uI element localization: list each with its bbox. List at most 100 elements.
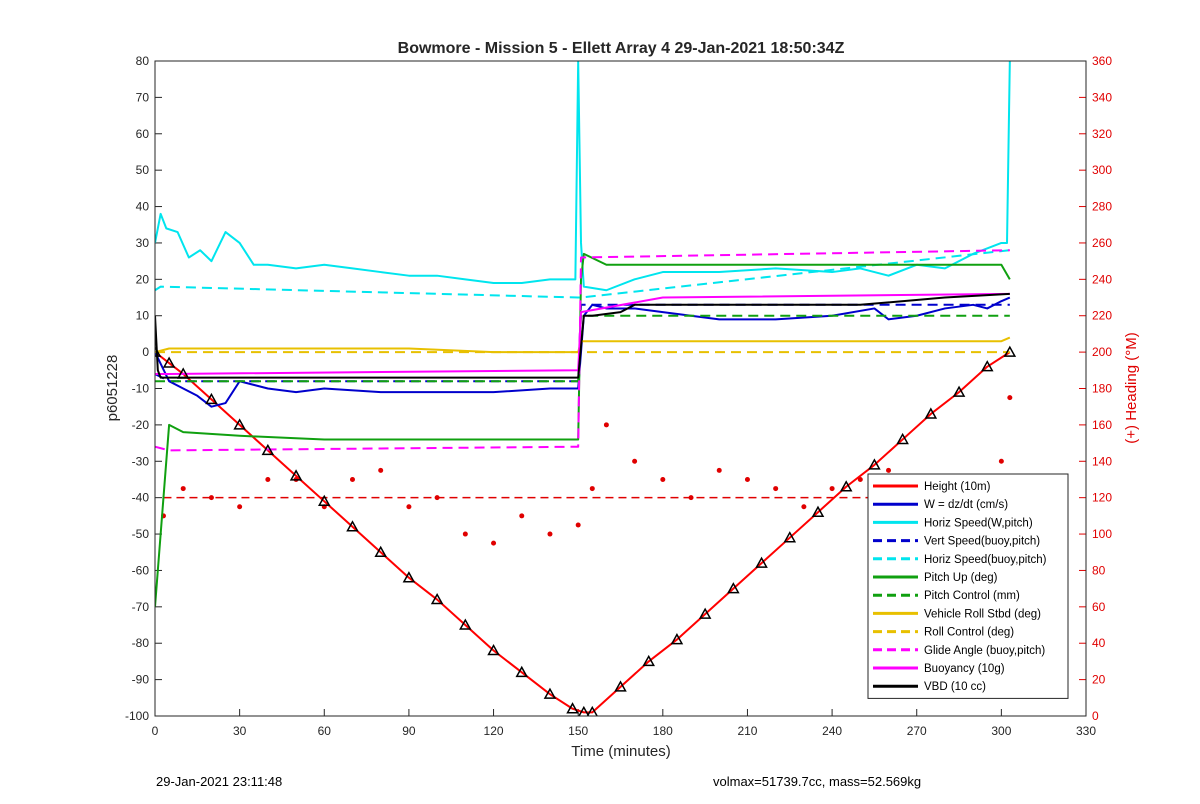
- height-marker: [402, 571, 416, 583]
- y-axis-label: p6051228: [104, 355, 121, 422]
- height-marker: [459, 618, 472, 630]
- height-marker: [205, 392, 218, 405]
- height-marker: [162, 356, 176, 368]
- y2-tick-label: 300: [1092, 163, 1112, 177]
- height-marker: [727, 582, 740, 594]
- heading-point: [180, 486, 186, 492]
- height-marker: [839, 480, 853, 492]
- y2-tick-label: 100: [1092, 527, 1112, 541]
- height-marker: [586, 705, 598, 716]
- y-tick-label: -10: [132, 382, 150, 396]
- y-tick-label: -80: [132, 636, 150, 650]
- height-marker: [374, 545, 387, 557]
- y-tick-label: -30: [132, 454, 150, 468]
- y2-tick-label: 320: [1092, 127, 1112, 141]
- height-marker: [487, 643, 500, 656]
- height-marker: [261, 443, 275, 456]
- legend-box: [867, 473, 1069, 699]
- heading-point: [603, 422, 609, 428]
- heading-point: [349, 476, 355, 482]
- legend-label: Glide Angle (buoy,pitch): [924, 645, 1045, 657]
- legend-label: Roll Control (deg): [924, 627, 1014, 639]
- legend-label: VBD (10 cc): [924, 681, 986, 693]
- y-tick-label: -90: [132, 673, 150, 687]
- height-marker: [346, 520, 359, 532]
- height-marker: [543, 687, 557, 699]
- y2-tick-label: 40: [1092, 636, 1106, 650]
- x-tick-label: 300: [991, 724, 1011, 738]
- y2-tick-label: 260: [1092, 236, 1112, 250]
- x-tick-label: 90: [402, 724, 416, 738]
- series-line-9: [155, 249, 1010, 452]
- y2-axis-label: (+) Heading (°M): [1123, 332, 1140, 443]
- height-marker: [924, 407, 938, 419]
- height-marker: [755, 556, 768, 568]
- x-tick-label: 60: [318, 724, 332, 738]
- height-marker: [566, 702, 579, 714]
- heading-point: [434, 495, 440, 501]
- height-marker: [430, 593, 444, 605]
- height-marker: [515, 665, 529, 678]
- y2-tick-label: 20: [1092, 673, 1106, 687]
- legend-label: Pitch Control (mm): [924, 590, 1020, 602]
- height-marker: [670, 633, 684, 645]
- legend-label: Vert Speed(buoy,pitch): [924, 536, 1040, 548]
- heading-point: [237, 504, 243, 510]
- heading-point: [886, 467, 892, 473]
- y-tick-label: 0: [142, 345, 149, 359]
- y-tick-label: 70: [136, 90, 150, 104]
- x-tick-label: 30: [233, 724, 247, 738]
- height-marker: [176, 367, 190, 379]
- y2-tick-label: 120: [1092, 491, 1112, 505]
- y2-tick-label: 360: [1092, 54, 1112, 68]
- y-tick-label: 30: [136, 236, 150, 250]
- legend-label: Height (10m): [924, 481, 991, 493]
- bottom-axis: 0 30 60 90 120 150 180 210 240 270 300 330: [152, 709, 1096, 738]
- height-marker: [896, 432, 909, 445]
- heading-point: [519, 513, 525, 519]
- heading-point: [491, 540, 497, 546]
- heading-point: [801, 504, 807, 510]
- x-tick-label: 270: [907, 724, 927, 738]
- y-tick-label: 80: [136, 54, 150, 68]
- heading-point: [773, 486, 779, 492]
- heading-point: [589, 486, 595, 492]
- series-line-11: [155, 292, 1010, 379]
- height-marker: [642, 654, 655, 667]
- series-line-10: [155, 292, 1010, 375]
- height-marker: [980, 360, 994, 372]
- y-tick-label: 50: [136, 163, 150, 177]
- y2-tick-label: 240: [1092, 272, 1112, 286]
- x-tick-label: 150: [568, 724, 588, 738]
- height-marker: [155, 345, 162, 357]
- legend: Height (10m) W = dz/dt (cm/s) Horiz Speed(…: [867, 473, 1069, 699]
- legend-label: Horiz Speed(W,pitch): [924, 517, 1033, 529]
- legend-label: W = dz/dt (cm/s): [924, 499, 1008, 511]
- plot-frame: [154, 60, 1087, 717]
- x-tick-label: 210: [737, 724, 757, 738]
- height-marker: [783, 531, 797, 543]
- y2-tick-label: 340: [1092, 90, 1112, 104]
- y-tick-label: -50: [132, 527, 150, 541]
- timestamp: 29-Jan-2021 23:11:48: [156, 774, 283, 789]
- left-axis: -100-90-80-70-60-50-40-30-20-10010203040…: [125, 54, 162, 723]
- y2-tick-label: 60: [1092, 600, 1106, 614]
- height-marker: [952, 385, 966, 397]
- height-marker: [317, 494, 331, 507]
- heading-point: [829, 486, 835, 492]
- y-tick-label: -100: [125, 709, 149, 723]
- y-tick-label: -40: [132, 491, 150, 505]
- heading-point: [998, 458, 1004, 464]
- y-tick-label: 10: [136, 309, 150, 323]
- y2-tick-label: 140: [1092, 454, 1112, 468]
- height-marker: [578, 705, 590, 716]
- heading-point: [575, 522, 581, 528]
- height-marker: [614, 680, 627, 692]
- x-tick-label: 120: [484, 724, 504, 738]
- heading-point: [1007, 395, 1013, 401]
- height-marker: [811, 505, 825, 517]
- heading-point: [688, 495, 694, 501]
- height-marker: [698, 607, 712, 619]
- y2-tick-label: 180: [1092, 382, 1112, 396]
- y-tick-label: -70: [132, 600, 150, 614]
